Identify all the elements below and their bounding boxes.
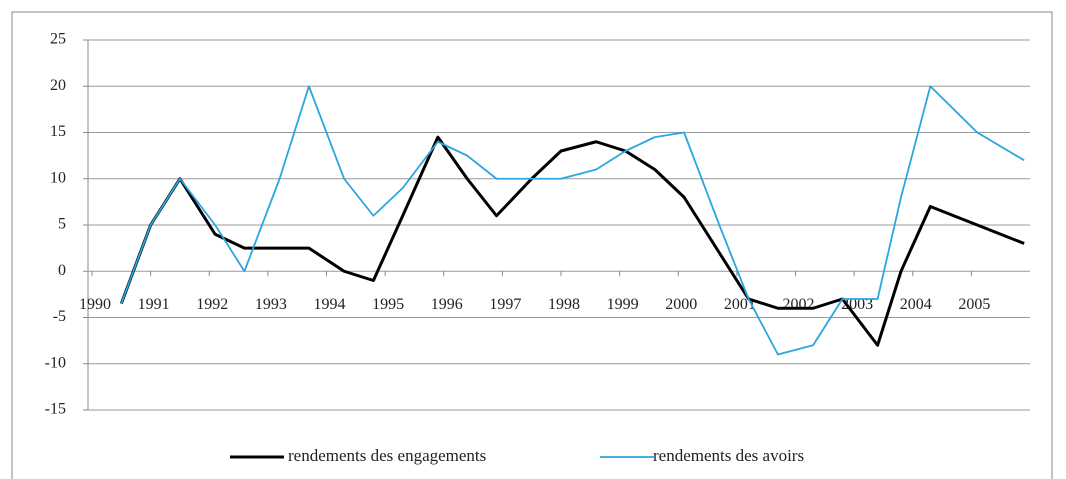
line-series [119, 135, 1025, 347]
chart-frame [11, 11, 1053, 479]
x-tick-label: 2002 [783, 296, 815, 313]
x-tick-label: 1995 [372, 296, 404, 313]
legend-label: rendements des engagements [288, 446, 486, 465]
x-tick-label: 1998 [548, 296, 580, 313]
x-tick-label: 1992 [196, 296, 228, 313]
y-tick-label: -5 [53, 308, 66, 325]
y-tick-label: 20 [50, 77, 66, 94]
y-tick-label: -15 [45, 401, 66, 418]
x-tick-label: 1994 [314, 296, 346, 313]
y-tick-label: 10 [50, 169, 66, 186]
x-tick-label: 1993 [255, 296, 287, 313]
x-tick-label: 2000 [665, 296, 697, 313]
x-tick-label: 1997 [489, 296, 521, 313]
y-tick-label: 25 [50, 31, 66, 48]
x-tick-label: 1996 [431, 296, 463, 313]
line-series [120, 85, 1025, 356]
y-tick-label: 0 [58, 262, 66, 279]
x-tick-label: 1990 [79, 296, 111, 313]
legend-label: rendements des avoirs [653, 446, 804, 465]
x-tick-label: 1999 [607, 296, 639, 313]
y-tick-label: 15 [50, 123, 66, 140]
x-tick-label: 2004 [900, 296, 932, 313]
x-tick-label: 2005 [958, 296, 990, 313]
x-tick-label: 1991 [138, 296, 170, 313]
y-tick-label: -10 [45, 354, 66, 371]
y-tick-label: 5 [58, 216, 66, 233]
